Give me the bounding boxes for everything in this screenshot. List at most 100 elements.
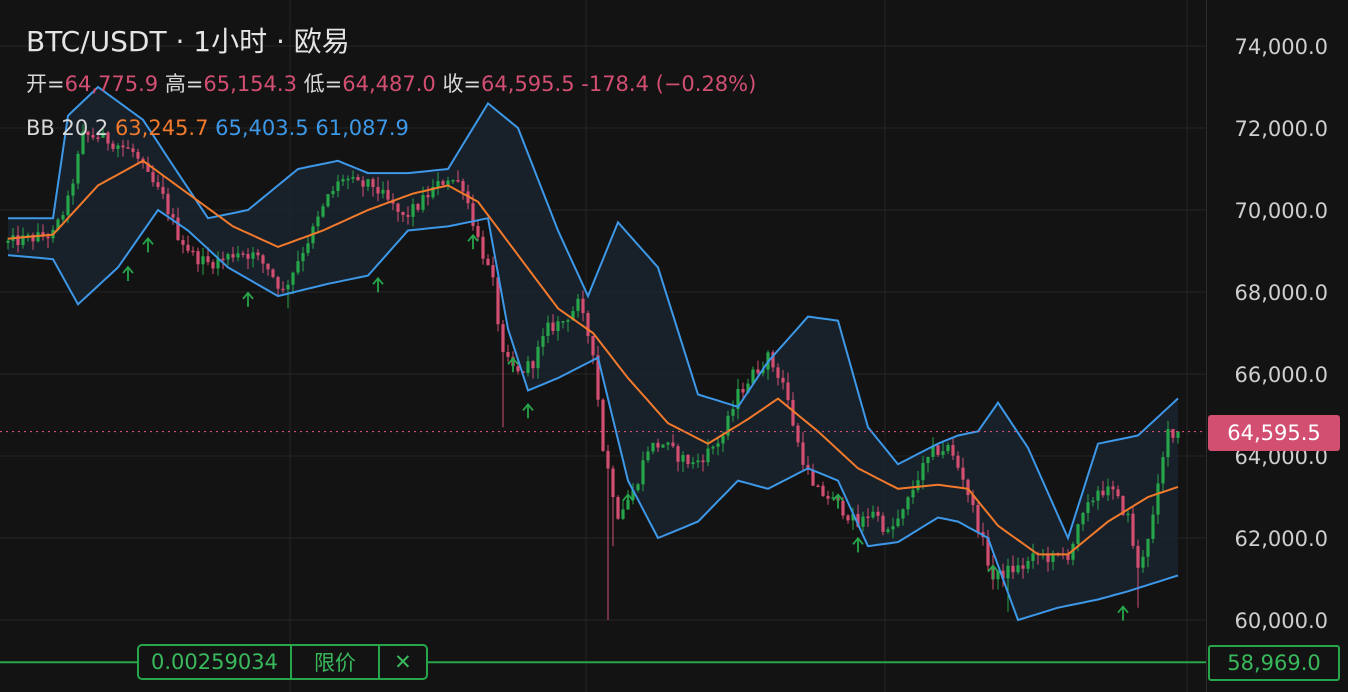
- order-quantity[interactable]: 0.00259034: [151, 650, 278, 674]
- close-label: 收=: [442, 72, 482, 96]
- candle-body: [941, 451, 945, 455]
- candle-body: [971, 495, 975, 505]
- candle-body: [791, 400, 795, 426]
- candle-body: [656, 442, 660, 448]
- candle-body: [221, 258, 225, 261]
- last-price-tag: 64,595.5: [1208, 415, 1340, 451]
- candle-body: [591, 335, 595, 356]
- candle-body: [336, 181, 340, 191]
- candle-body: [781, 377, 785, 383]
- close-value: 64,595.5: [481, 72, 575, 96]
- buy-signal-arrow: [122, 265, 134, 282]
- candle-body: [571, 311, 575, 321]
- candle-body: [146, 163, 150, 172]
- candle-body: [201, 256, 205, 265]
- candle-body: [1051, 553, 1055, 562]
- candle-body: [641, 460, 645, 485]
- candle-body: [561, 321, 565, 323]
- candle-body: [266, 263, 270, 270]
- candle-body: [326, 194, 330, 207]
- candle-body: [156, 182, 160, 187]
- candle-body: [1111, 486, 1115, 490]
- candle-body: [476, 225, 480, 237]
- candle-body: [1086, 502, 1090, 513]
- candle-body: [946, 445, 950, 452]
- candle-body: [911, 489, 915, 498]
- buy-signal-arrow: [142, 236, 154, 253]
- candle-body: [1141, 556, 1145, 568]
- candle-body: [341, 179, 345, 182]
- candle-body: [121, 145, 125, 148]
- candle-body: [401, 211, 405, 215]
- cancel-order-icon[interactable]: ✕: [377, 646, 426, 678]
- order-price-tag[interactable]: 58,969.0: [1208, 645, 1340, 681]
- candle-body: [741, 389, 745, 393]
- candle-body: [251, 252, 255, 259]
- candle-body: [216, 258, 220, 269]
- bollinger-legend: BB 20 2 63,245.7 65,403.5 61,087.9: [26, 116, 409, 140]
- candle-body: [501, 324, 505, 352]
- candle-body: [601, 399, 605, 451]
- bb-lower-value: 61,087.9: [315, 116, 409, 140]
- candle-body: [61, 215, 65, 220]
- candle-body: [1166, 428, 1170, 458]
- candle-body: [81, 131, 85, 154]
- candle-body: [671, 442, 675, 447]
- candle-body: [531, 361, 535, 369]
- price-tick-label: 68,000.0: [1234, 281, 1328, 305]
- candle-body: [846, 515, 850, 521]
- candle-body: [851, 513, 855, 521]
- candle-body: [646, 451, 650, 461]
- candle-body: [676, 446, 680, 462]
- candle-body: [426, 195, 430, 198]
- candle-body: [976, 504, 980, 533]
- buy-signal-arrow: [507, 356, 519, 373]
- bollinger-upper-line: [8, 85, 1179, 541]
- buy-signal-arrow: [852, 536, 864, 553]
- high-label: 高=: [164, 72, 204, 96]
- candle-body: [151, 171, 155, 183]
- candle-body: [536, 346, 540, 369]
- candle-body: [1031, 553, 1035, 561]
- candle-body: [666, 442, 670, 445]
- candle-body: [351, 177, 355, 179]
- candle-body: [106, 132, 110, 144]
- candle-body: [1136, 545, 1140, 568]
- candle-body: [126, 147, 130, 149]
- candle-body: [1096, 490, 1100, 501]
- candle-body: [1066, 554, 1070, 560]
- limit-order-widget[interactable]: 0.00259034 限价 ✕: [137, 644, 428, 680]
- candle-body: [861, 516, 865, 527]
- candle-body: [186, 244, 190, 251]
- candle-body: [1126, 513, 1130, 516]
- candle-body: [446, 180, 450, 185]
- candle-body: [681, 455, 685, 462]
- buy-signal-arrow: [242, 291, 254, 307]
- candle-body: [1156, 483, 1160, 515]
- candle-body: [891, 526, 895, 530]
- candle-body: [96, 137, 100, 140]
- candle-body: [931, 445, 935, 457]
- candle-body: [901, 509, 905, 519]
- candle-body: [581, 298, 585, 314]
- candle-body: [436, 181, 440, 187]
- candle-body: [896, 518, 900, 527]
- candle-body: [431, 186, 435, 198]
- candle-body: [406, 214, 410, 217]
- candle-body: [306, 243, 310, 253]
- candle-body: [516, 366, 520, 372]
- candle-body: [611, 468, 615, 498]
- candle-body: [726, 415, 730, 436]
- candle-body: [66, 195, 70, 216]
- price-axis-divider: [1206, 0, 1207, 692]
- open-label: 开=: [26, 72, 65, 96]
- candle-body: [231, 254, 235, 258]
- high-value: 65,154.3: [203, 72, 297, 96]
- candle-body: [356, 177, 360, 181]
- candle-body: [256, 252, 260, 256]
- candle-body: [691, 462, 695, 465]
- candle-body: [986, 537, 990, 566]
- order-type[interactable]: 限价: [289, 646, 378, 678]
- signal-arrows: [122, 233, 1129, 621]
